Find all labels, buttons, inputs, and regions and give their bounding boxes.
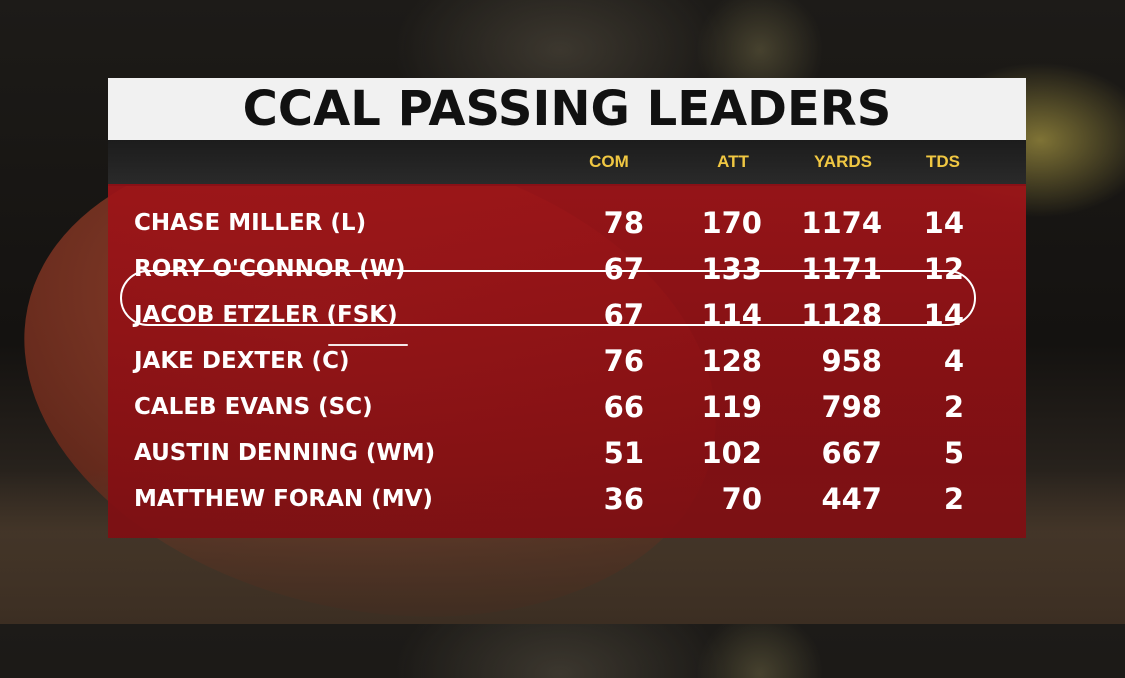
yards-value: 447 xyxy=(821,482,882,516)
player-name: CALEB EVANS (SC) xyxy=(134,394,373,420)
touchdowns-value: 12 xyxy=(923,252,964,286)
player-name: JAKE DEXTER (C) xyxy=(134,348,350,374)
player-name: RORY O'CONNOR (W) xyxy=(134,256,406,282)
yards-value: 958 xyxy=(821,344,882,378)
leaders-table: CHASE MILLER (L) 78 170 1174 14 RORY O'C… xyxy=(108,186,1026,538)
yards-value: 1128 xyxy=(801,298,882,332)
completions-value: 67 xyxy=(603,252,644,286)
completions-value: 78 xyxy=(603,206,644,240)
completions-value: 66 xyxy=(603,390,644,424)
column-header-att: ATT xyxy=(717,152,749,171)
table-row: JACOB ETZLER (FSK) 67 114 1128 14 xyxy=(108,292,1026,338)
attempts-value: 102 xyxy=(701,436,762,470)
highlight-underline-stroke xyxy=(328,344,408,346)
player-name: AUSTIN DENNING (WM) xyxy=(134,440,436,466)
touchdowns-value: 4 xyxy=(943,344,964,378)
table-row: CALEB EVANS (SC) 66 119 798 2 xyxy=(108,384,1026,430)
completions-value: 51 xyxy=(603,436,644,470)
touchdowns-value: 2 xyxy=(943,390,964,424)
completions-value: 76 xyxy=(603,344,644,378)
attempts-value: 133 xyxy=(701,252,762,286)
touchdowns-value: 14 xyxy=(923,298,964,332)
yards-value: 667 xyxy=(821,436,882,470)
touchdowns-value: 14 xyxy=(923,206,964,240)
touchdowns-value: 2 xyxy=(943,482,964,516)
player-name: MATTHEW FORAN (MV) xyxy=(134,486,433,512)
yards-value: 1171 xyxy=(801,252,882,286)
attempts-value: 128 xyxy=(701,344,762,378)
attempts-value: 70 xyxy=(721,482,762,516)
column-header-com: COM xyxy=(589,152,629,171)
table-row: AUSTIN DENNING (WM) 51 102 667 5 xyxy=(108,430,1026,476)
completions-value: 67 xyxy=(603,298,644,332)
table-row: JAKE DEXTER (C) 76 128 958 4 xyxy=(108,338,1026,384)
player-name: JACOB ETZLER (FSK) xyxy=(134,302,398,328)
player-name: CHASE MILLER (L) xyxy=(134,210,367,236)
column-header-tds: TDS xyxy=(926,152,960,171)
column-header-bar: COM ATT YARDS TDS xyxy=(108,140,1026,186)
passing-leaders-graphic: CCAL PASSING LEADERS COM ATT YARDS TDS C… xyxy=(108,78,1026,538)
completions-value: 36 xyxy=(603,482,644,516)
attempts-value: 114 xyxy=(701,298,762,332)
title-bar: CCAL PASSING LEADERS xyxy=(108,78,1026,140)
table-row: MATTHEW FORAN (MV) 36 70 447 2 xyxy=(108,476,1026,522)
column-header-yards: YARDS xyxy=(814,152,872,171)
graphic-title: CCAL PASSING LEADERS xyxy=(242,81,892,137)
attempts-value: 119 xyxy=(701,390,762,424)
table-row: RORY O'CONNOR (W) 67 133 1171 12 xyxy=(108,246,1026,292)
yards-value: 1174 xyxy=(801,206,882,240)
touchdowns-value: 5 xyxy=(943,436,964,470)
table-row: CHASE MILLER (L) 78 170 1174 14 xyxy=(108,200,1026,246)
yards-value: 798 xyxy=(821,390,882,424)
attempts-value: 170 xyxy=(701,206,762,240)
